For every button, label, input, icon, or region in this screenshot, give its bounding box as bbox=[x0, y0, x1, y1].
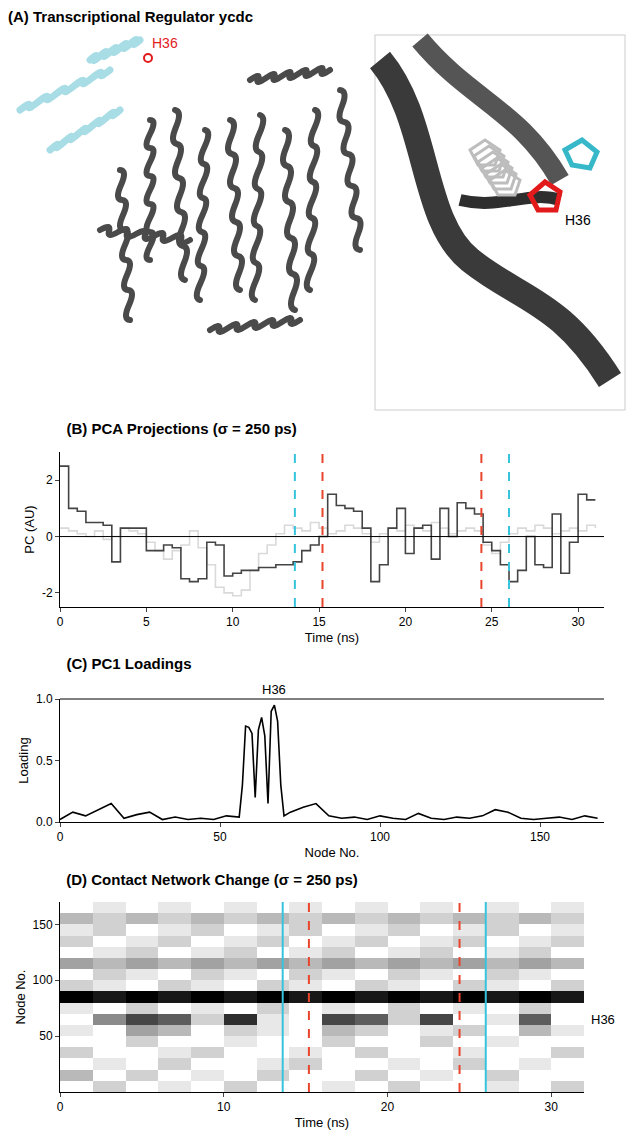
svg-text:20: 20 bbox=[381, 1100, 395, 1114]
svg-text:0: 0 bbox=[57, 615, 64, 629]
svg-text:Node No.: Node No. bbox=[13, 970, 28, 1025]
svg-text:10: 10 bbox=[226, 615, 240, 629]
svg-text:(C) PC1 Loadings: (C) PC1 Loadings bbox=[67, 655, 192, 672]
svg-text:0: 0 bbox=[57, 1100, 64, 1114]
svg-text:5: 5 bbox=[143, 615, 150, 629]
svg-text:50: 50 bbox=[213, 830, 227, 844]
svg-text:2: 2 bbox=[46, 473, 53, 487]
svg-text:Time (ns): Time (ns) bbox=[305, 630, 359, 645]
svg-text:(D) Contact Network Change (σ: (D) Contact Network Change (σ = 250 ps) bbox=[66, 871, 358, 888]
svg-text:100: 100 bbox=[370, 830, 390, 844]
svg-text:PC (AU): PC (AU) bbox=[22, 505, 37, 553]
svg-text:100: 100 bbox=[33, 973, 53, 987]
svg-text:Time (ns): Time (ns) bbox=[295, 1115, 349, 1130]
svg-text:150: 150 bbox=[530, 830, 550, 844]
svg-text:H36: H36 bbox=[152, 35, 178, 51]
svg-text:10: 10 bbox=[217, 1100, 231, 1114]
svg-text:50: 50 bbox=[39, 1029, 53, 1043]
svg-text:(B) PCA Projections (σ = 250 p: (B) PCA Projections (σ = 250 ps) bbox=[67, 420, 297, 437]
svg-text:20: 20 bbox=[399, 615, 413, 629]
svg-text:Loading: Loading bbox=[16, 737, 31, 783]
svg-text:H36: H36 bbox=[565, 212, 591, 228]
svg-text:Node No.: Node No. bbox=[305, 845, 360, 860]
svg-text:(A) Transcriptional Regulator: (A) Transcriptional Regulator ycdc bbox=[8, 8, 253, 25]
svg-text:1.0: 1.0 bbox=[36, 692, 53, 706]
svg-text:-2: -2 bbox=[42, 586, 53, 600]
svg-text:30: 30 bbox=[571, 615, 585, 629]
svg-text:30: 30 bbox=[545, 1100, 559, 1114]
svg-text:150: 150 bbox=[33, 918, 53, 932]
svg-text:0.0: 0.0 bbox=[36, 815, 53, 829]
svg-text:15: 15 bbox=[312, 615, 326, 629]
svg-text:0: 0 bbox=[46, 530, 53, 544]
svg-text:0.5: 0.5 bbox=[36, 754, 53, 768]
svg-text:H36: H36 bbox=[591, 1012, 615, 1027]
svg-text:25: 25 bbox=[485, 615, 499, 629]
svg-text:H36: H36 bbox=[262, 682, 286, 697]
svg-text:0: 0 bbox=[57, 830, 64, 844]
